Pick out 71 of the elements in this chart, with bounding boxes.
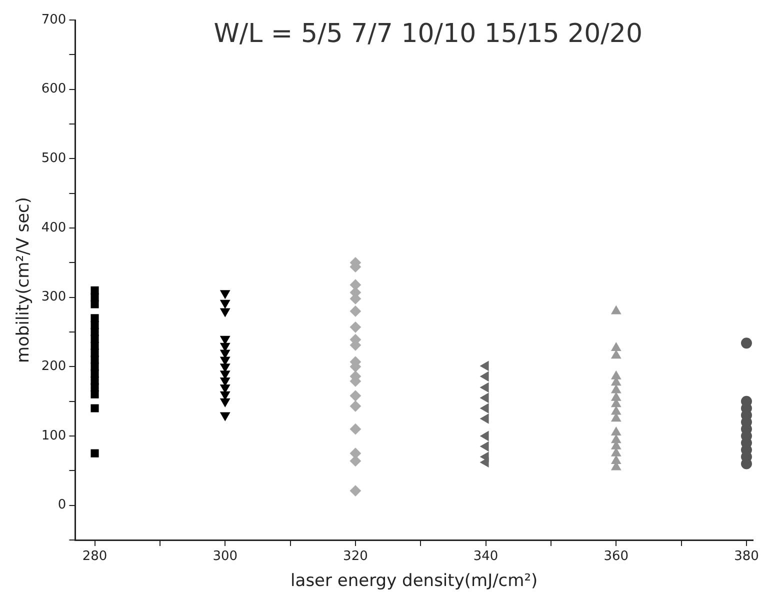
point [480,372,489,382]
point [480,431,489,441]
y-tick-label: 600 [41,82,66,97]
point [90,449,99,458]
point [611,427,621,436]
point [220,350,230,358]
y-tick-label: 200 [41,359,66,374]
point [220,300,230,308]
point [220,336,230,344]
x-tick-label: 320 [343,549,368,564]
x-tick-label: 280 [82,549,108,564]
point [90,300,99,308]
x-axis-title: laser energy density(mJ/cm²) [290,571,538,592]
y-tick-label: 300 [41,290,66,305]
point [350,390,361,402]
point [480,403,489,414]
y-tick-label: 100 [41,428,66,444]
point [220,308,230,317]
point [350,485,361,496]
y-tick-label: 500 [41,151,66,166]
point [220,356,230,366]
point [611,455,621,464]
x-tick-label: 360 [604,549,629,564]
point [220,342,230,352]
point [90,342,99,350]
point [611,384,621,394]
point [90,376,99,385]
x-tick-label: 340 [473,549,498,564]
point [480,458,489,468]
point [611,350,621,359]
y-tick-label: 700 [41,12,66,28]
x-tick-label: 380 [734,549,759,564]
point [220,290,230,299]
point [90,286,99,294]
point [220,364,230,372]
point [90,404,99,412]
point [220,391,230,400]
y-tick-label: 0 [58,498,66,513]
point [480,414,489,424]
point [90,314,99,322]
point [220,412,230,421]
point [611,434,621,444]
point [611,392,621,401]
point [350,306,361,317]
point [90,356,99,364]
point [480,393,489,403]
point [350,424,361,435]
point [611,406,621,415]
point [90,334,99,343]
point [90,362,99,371]
x-tick-label: 300 [212,549,238,564]
y-tick-label: 400 [41,220,66,236]
point [220,384,230,393]
point [480,442,489,452]
point [480,361,489,371]
point [611,370,621,380]
point [90,370,99,378]
point [611,413,621,422]
point [90,383,99,392]
point [90,328,99,336]
point [480,382,489,392]
point [740,338,752,349]
point [90,390,99,398]
point [350,322,361,333]
point [350,400,361,412]
point [611,306,621,314]
chart-title: W/L = 5/5 7/7 10/10 15/15 20/20 [214,18,643,49]
point [220,398,230,407]
point [611,448,621,456]
y-axis-title: mobility(cm²/V sec) [14,196,34,364]
point [90,321,99,330]
